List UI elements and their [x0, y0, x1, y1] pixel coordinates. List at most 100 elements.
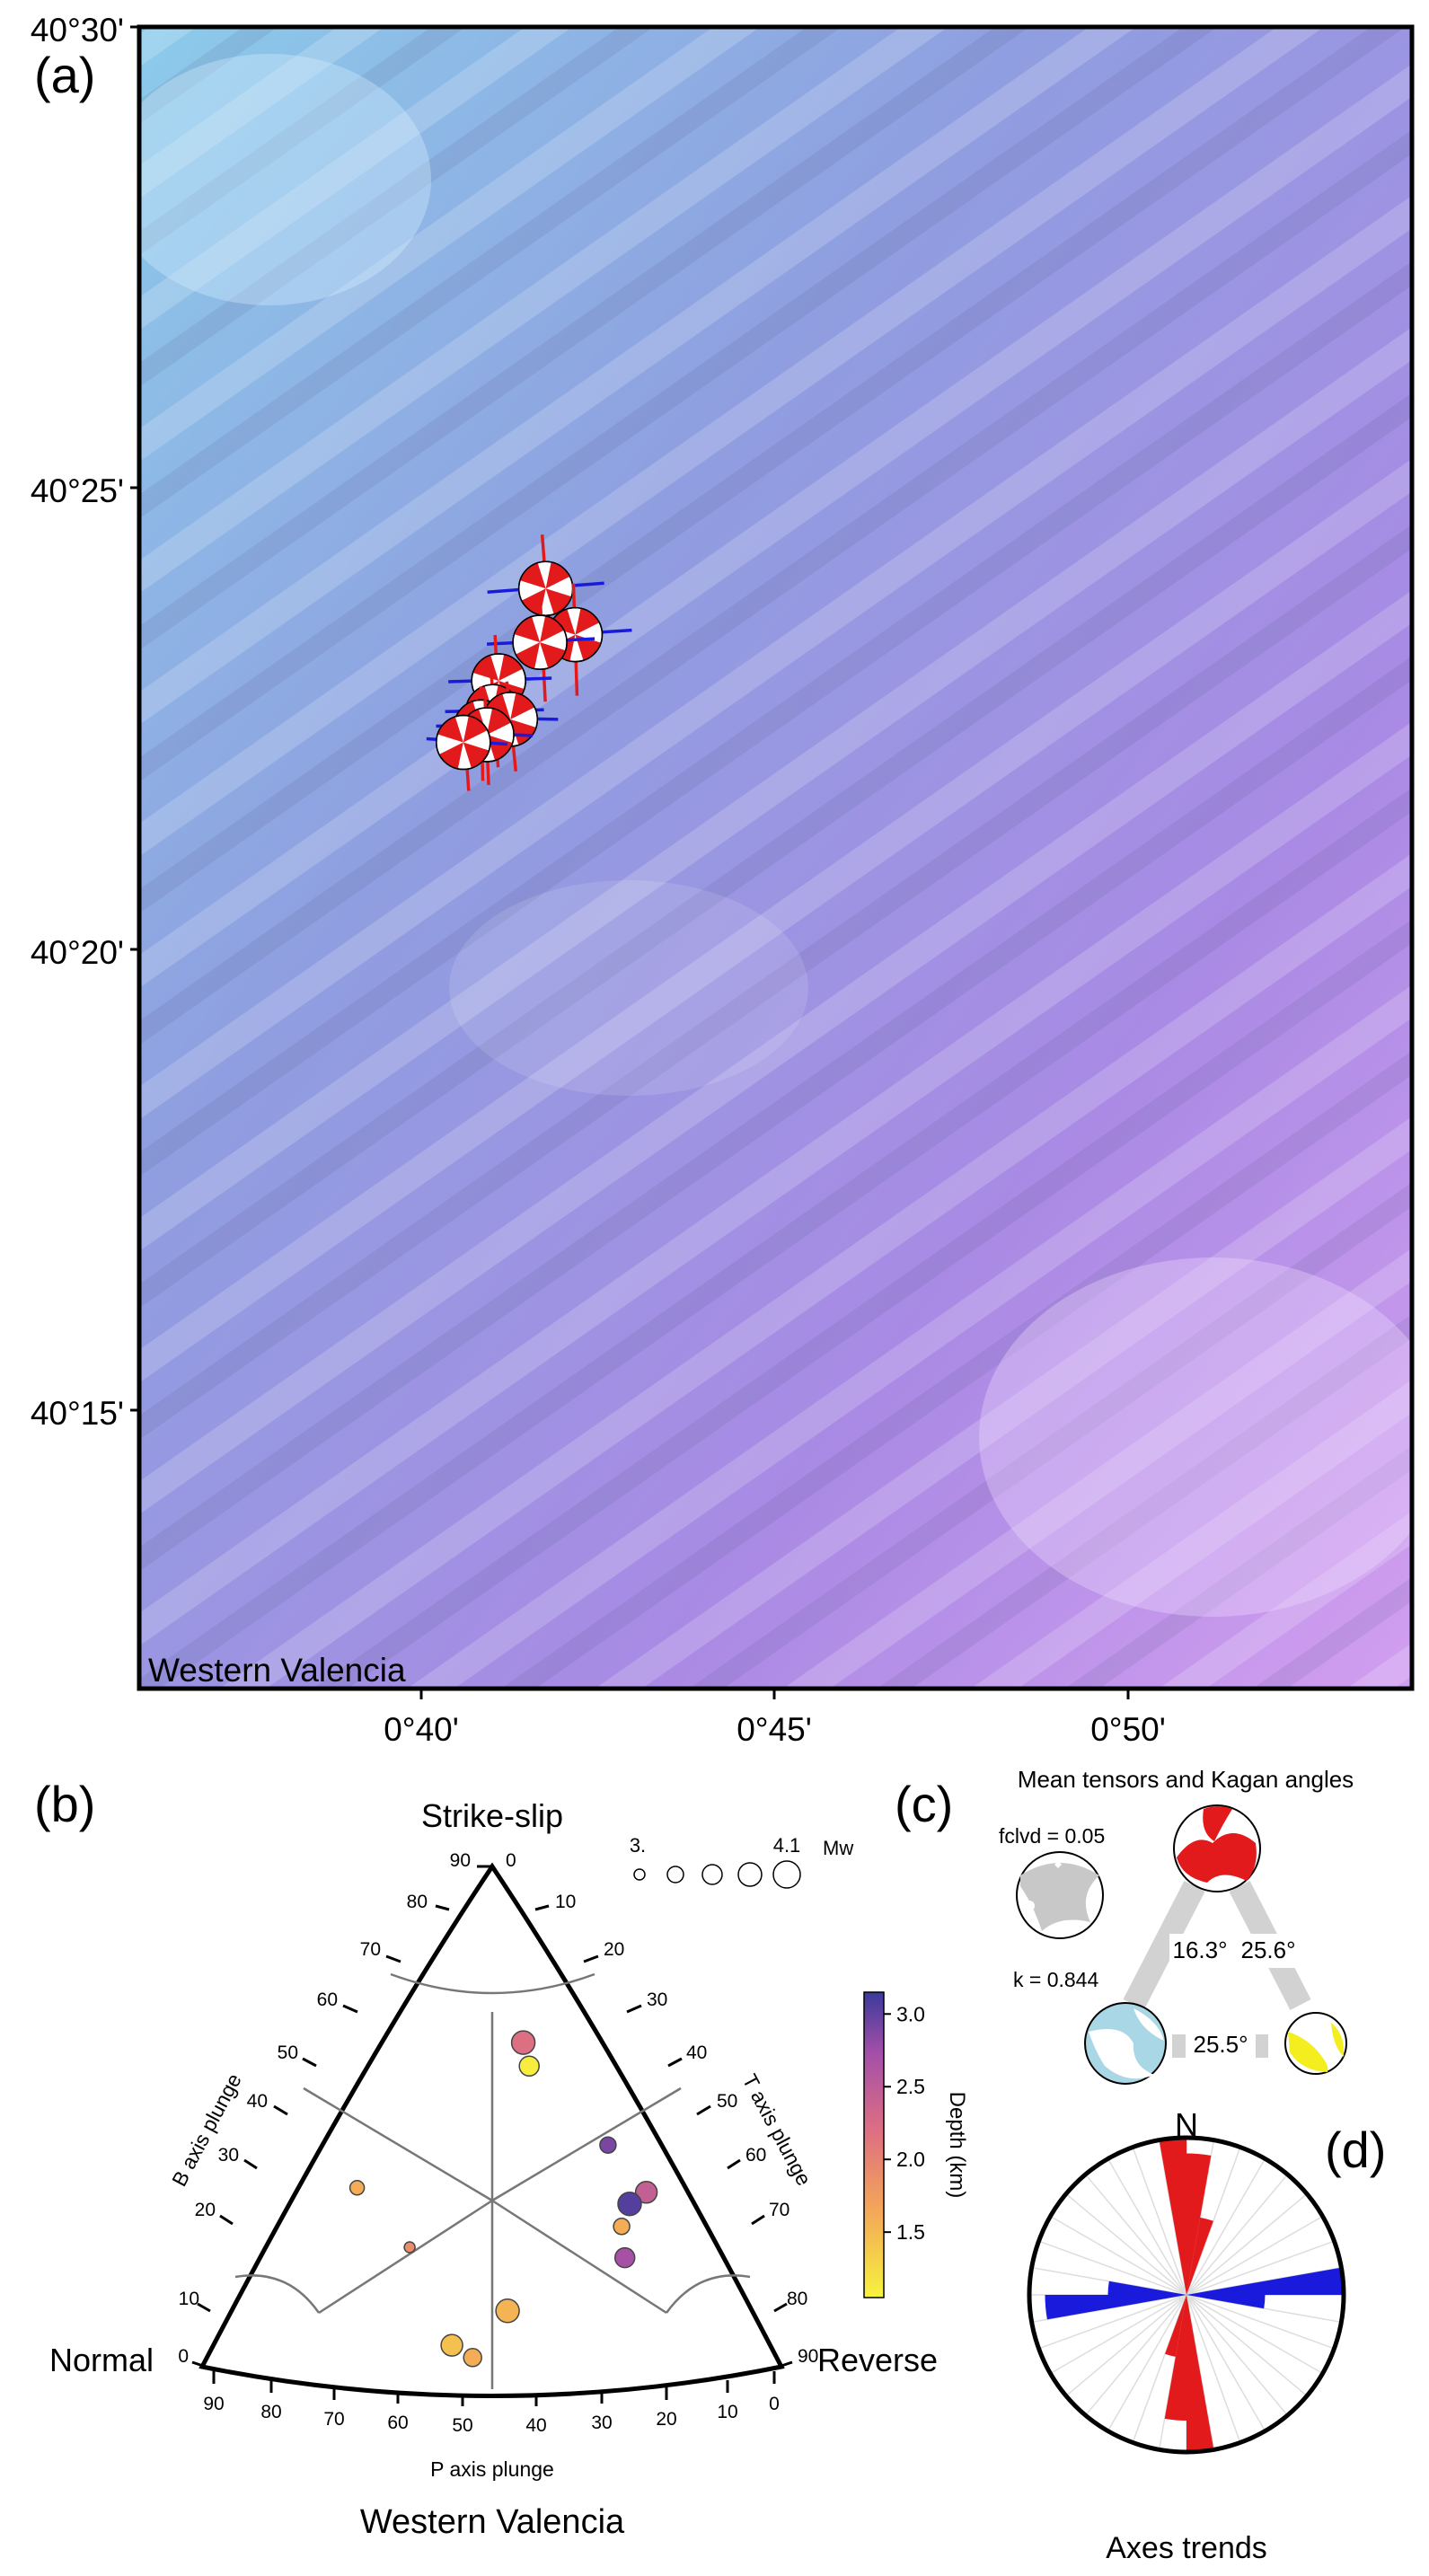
p-tick-label: 80 — [260, 2402, 281, 2422]
lon-tick-label: 0°40' — [384, 1711, 459, 1748]
kagan-label-bg — [1234, 1934, 1299, 1968]
ternary-point — [617, 2191, 642, 2217]
axis-label-p: P axis plunge — [430, 2457, 554, 2481]
t-tick-label: 0 — [506, 1850, 516, 1871]
t-tick-label: 40 — [686, 2042, 707, 2063]
rose-petal-t-axis — [1045, 2295, 1186, 2320]
rose-panel: (d) N Axes trends — [1027, 2106, 1386, 2565]
p-tick-label: 30 — [591, 2413, 612, 2433]
p-tick-label: 20 — [656, 2409, 676, 2430]
p-tick-label: 0 — [769, 2394, 780, 2414]
kagan-angle-left: 16.3° — [1172, 1936, 1227, 1963]
map-region-label: Western Valencia — [148, 1652, 406, 1689]
t-tick-label: 80 — [787, 2289, 807, 2309]
kagan-angle-right: 25.6° — [1240, 1936, 1295, 1963]
size-legend-max-label: 4.1 — [773, 1834, 801, 1857]
colorbar-tick-label: 3.0 — [896, 2002, 925, 2025]
beachball-quadrant — [575, 634, 601, 661]
b-tick-label: 60 — [317, 1989, 338, 2010]
t-tick-label: 90 — [798, 2346, 818, 2367]
beachball-quadrant — [520, 562, 546, 589]
b-tick-label: 50 — [278, 2042, 298, 2063]
longitude-axis: 0°40' 0°45' 0°50' — [384, 1689, 1166, 1748]
ternary-point — [348, 2180, 366, 2196]
colorbar-tick-label: 1.5 — [896, 2220, 925, 2244]
p-tick-label: 40 — [525, 2415, 546, 2436]
relief-background — [139, 27, 1412, 1689]
focal-mechanism — [487, 594, 595, 702]
size-legend-circle — [666, 1866, 684, 1883]
tensor-panel: (c) Mean tensors and Kagan angles fclvd … — [895, 1766, 1354, 2085]
ternary-point — [634, 2181, 658, 2204]
magnitude-size-legend: 3. 4.1 Mw — [630, 1834, 853, 1889]
lon-tick-label: 0°50' — [1090, 1711, 1166, 1748]
k-label: k = 0.844 — [1013, 1968, 1098, 1991]
rose-petal-p-axis — [1186, 2295, 1214, 2452]
focal-mechanisms — [426, 534, 632, 791]
ternary-panel: (b) — [34, 1776, 969, 2541]
fclvd-label: fclvd = 0.05 — [999, 1824, 1105, 1848]
mean-tensor-ball-all — [1173, 1804, 1261, 1892]
t-tick-label: 70 — [769, 2200, 789, 2220]
ternary-point — [510, 2030, 536, 2055]
colorbar-tick-label: 2.5 — [896, 2075, 925, 2098]
corner-label-normal: Normal — [49, 2342, 154, 2378]
rose-outline — [1027, 2135, 1346, 2455]
ternary-point — [613, 2218, 631, 2236]
mean-tensor-ball-yellow — [1284, 2012, 1347, 2075]
size-legend-min-label: 3. — [630, 1834, 646, 1857]
panel-label-d: (d) — [1325, 2122, 1386, 2178]
b-tick-label: 0 — [178, 2346, 189, 2367]
rose-petal-p-axis — [1164, 2295, 1186, 2421]
kagan-label-bg — [1169, 1934, 1231, 1968]
b-axis-tick-labels: 90 80 70 60 50 40 30 20 10 0 — [178, 1850, 471, 2367]
axis-label-t: T axis plunge — [738, 2070, 816, 2190]
rose-petal-t-axis — [1107, 2280, 1186, 2295]
p-tick-label: 50 — [452, 2415, 472, 2436]
tensor-panel-title: Mean tensors and Kagan angles — [1018, 1766, 1354, 1793]
size-legend-circle — [701, 1864, 723, 1885]
p-tick-label: 70 — [323, 2409, 344, 2430]
b-tick-label: 80 — [407, 1892, 428, 1912]
ternary-point — [463, 2348, 482, 2368]
size-legend-unit: Mw — [823, 1837, 853, 1859]
beachball-quadrant — [463, 742, 490, 769]
focal-mechanism — [426, 710, 507, 791]
t-tick-label: 20 — [604, 1939, 624, 1960]
ternary-domain-lines — [234, 1972, 751, 2389]
b-tick-label: 40 — [247, 2091, 268, 2112]
colorbar-ticks: 3.0 2.5 2.0 1.5 — [884, 2002, 925, 2244]
lat-tick-label: 40°30' — [31, 12, 124, 49]
mean-tensor-ball-blue — [1084, 2002, 1167, 2085]
panel-label-a: (a) — [34, 47, 95, 103]
t-tick-label: 10 — [555, 1892, 576, 1912]
clvd-mean-tensor-ball — [1016, 1851, 1104, 1939]
b-tick-label: 20 — [195, 2200, 216, 2220]
beachball-quadrant — [545, 588, 572, 614]
ternary-point — [403, 2241, 416, 2254]
beachball-quadrant — [510, 719, 536, 745]
lon-tick-label: 0°45' — [737, 1711, 812, 1748]
depth-colorbar — [863, 1991, 885, 2298]
kagan-label-bg — [1186, 2028, 1256, 2062]
t-tick-label: 50 — [717, 2091, 737, 2112]
lat-tick-label: 40°25' — [31, 472, 124, 509]
lat-tick-label: 40°20' — [31, 934, 124, 971]
size-legend-circle — [633, 1868, 646, 1881]
ternary-point — [613, 2246, 636, 2269]
map-panel: (a) 40°30' 40°25' 40°20' 40°15' 0°40' 0°… — [31, 12, 1415, 1748]
latitude-axis: 40°30' 40°25' 40°20' 40°15' — [31, 12, 139, 1432]
rose-petal-p-axis — [1186, 2217, 1213, 2295]
colorbar-title: Depth (km) — [945, 2092, 969, 2199]
axis-label-b: B axis plunge — [167, 2069, 246, 2190]
ternary-points — [348, 2030, 658, 2368]
kagan-angle-bottom: 25.5° — [1193, 2031, 1248, 2058]
beachball-outline — [436, 714, 491, 771]
b-tick-label: 10 — [179, 2289, 199, 2309]
ternary-point — [599, 2136, 617, 2154]
beachball-quadrant — [437, 717, 463, 743]
p-tick-label: 10 — [717, 2402, 737, 2422]
colorbar-tick-label: 2.0 — [896, 2148, 925, 2171]
t-tick-label: 60 — [745, 2145, 766, 2166]
